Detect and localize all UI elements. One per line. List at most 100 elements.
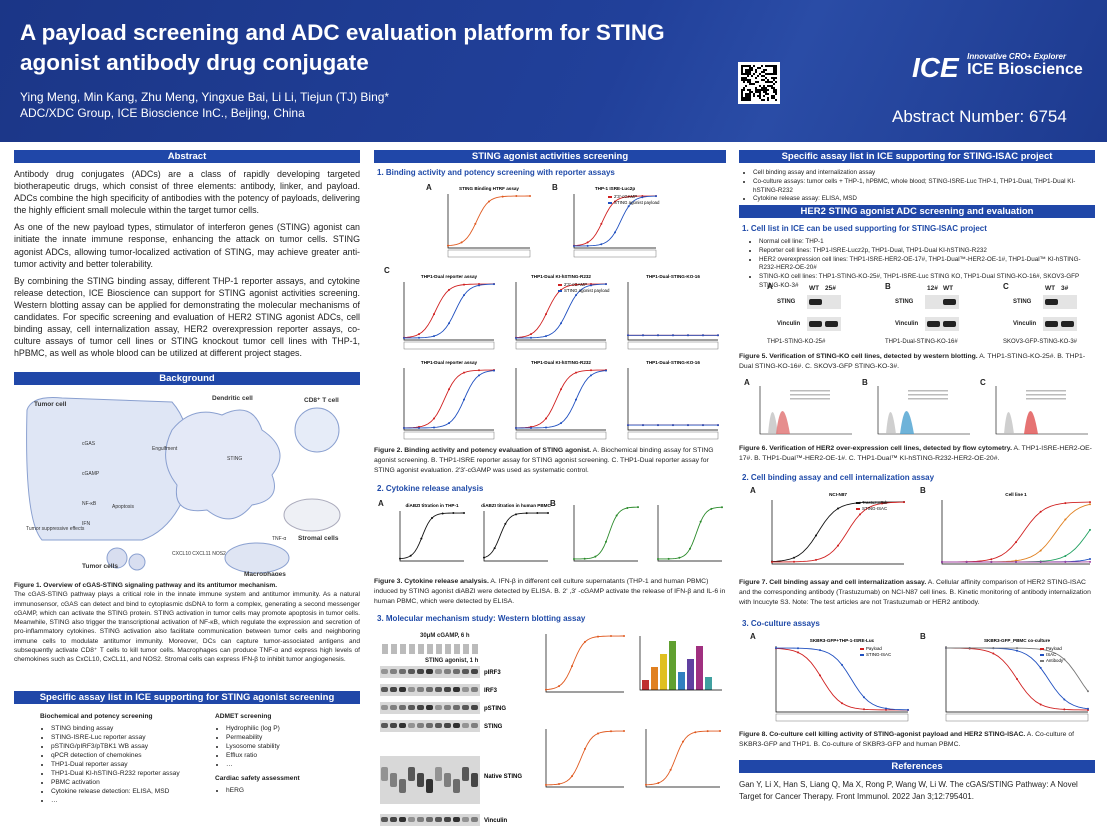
qr-cell <box>755 91 757 93</box>
point <box>771 561 773 563</box>
point <box>403 337 405 339</box>
qr-cell <box>771 95 773 97</box>
qr-cell <box>751 67 753 69</box>
caption-lead: Figure 6. Verification of HER2 over-expr… <box>739 445 1012 452</box>
point <box>442 513 444 515</box>
legend-label: Trastuzumab <box>862 500 888 505</box>
qr-cell <box>761 75 763 77</box>
histogram <box>900 411 914 434</box>
band <box>390 773 397 787</box>
band-label: pIRF3 <box>484 670 501 676</box>
band <box>471 723 478 728</box>
band <box>426 817 433 822</box>
stromal-shape <box>284 499 340 531</box>
list: Hydrophilic (log P)PermeabilityLysosome … <box>215 724 355 769</box>
band <box>417 687 424 692</box>
qr-cell <box>759 93 761 95</box>
curve <box>646 731 720 785</box>
paragraph: As one of the new payload types, stimula… <box>14 221 360 269</box>
point <box>545 335 547 337</box>
logo-mark: ICE <box>912 52 959 83</box>
plot: diABZI titration in THP-1 <box>386 501 468 571</box>
list-item: Reporter cell lines: THP1-ISRE-Lucz2p, T… <box>759 247 1093 256</box>
qr-cell <box>765 65 767 67</box>
qr-cell <box>757 95 759 97</box>
qr-cell <box>741 69 743 71</box>
plot-title: diABZI titration in human PBMC <box>481 503 551 508</box>
point <box>1040 667 1042 669</box>
point <box>885 707 887 709</box>
plot-title: SKBR3-GFP+THP-1-ISRE-Luc <box>810 638 875 643</box>
dendritic-cell-shape <box>166 410 280 519</box>
qr-cell <box>749 71 751 73</box>
curve <box>516 370 606 428</box>
point <box>463 399 465 401</box>
point <box>448 422 450 424</box>
qr-cell <box>765 73 767 75</box>
point <box>1063 708 1065 710</box>
row-label: Vinculin <box>895 321 918 327</box>
abstract-text: Antibody drug conjugates (ADCs) are a cl… <box>14 168 360 364</box>
point <box>1064 519 1066 521</box>
axis <box>646 729 720 787</box>
qr-cell <box>741 77 743 79</box>
point <box>575 294 577 296</box>
tumor-cell-shape <box>27 398 190 541</box>
band <box>809 299 822 305</box>
band <box>381 723 388 728</box>
legend-swatch <box>856 508 860 510</box>
qr-cell <box>763 99 765 101</box>
band <box>809 321 822 327</box>
qr-cell <box>755 87 757 89</box>
point <box>907 709 909 711</box>
qr-cell <box>761 79 763 81</box>
lane-label: WT <box>943 285 953 292</box>
band <box>435 817 442 822</box>
band <box>390 687 397 692</box>
bar-decoration <box>642 680 649 690</box>
curve <box>516 371 606 428</box>
qr-cell <box>771 87 773 89</box>
qr-cell <box>765 91 767 93</box>
subheading: 2. Cytokine release analysis <box>377 484 483 493</box>
point <box>966 561 968 563</box>
point <box>941 561 943 563</box>
lane-label-tick <box>463 644 469 654</box>
qr-cell <box>753 93 755 95</box>
point <box>642 334 644 336</box>
point <box>721 506 723 508</box>
qr-cell <box>747 97 749 99</box>
band <box>943 321 956 327</box>
plot-title: THP1-Dual KI-hSTING-R232 <box>531 274 591 279</box>
row-label: Vinculin <box>1013 321 1036 327</box>
point <box>418 427 420 429</box>
histogram <box>1004 412 1014 434</box>
axis <box>404 368 494 430</box>
band-label: Vinculin <box>484 818 508 824</box>
qr-cell <box>741 73 743 75</box>
qr-cell <box>775 99 777 101</box>
title: A payload screening and ADC evaluation p… <box>20 18 740 78</box>
list-item: qPCR detection of chemokines <box>51 751 210 760</box>
point <box>623 730 625 732</box>
blot-row <box>807 295 841 309</box>
header: A payload screening and ADC evaluation p… <box>0 0 1107 142</box>
figure-label: Dendritic cell <box>212 395 253 402</box>
axis <box>484 511 548 561</box>
point <box>819 674 821 676</box>
figure-caption: Figure 3. Cytokine release analysis. A. … <box>374 577 726 606</box>
point <box>610 635 612 637</box>
qr-cell <box>751 83 753 85</box>
point <box>623 635 625 637</box>
qr-cell <box>749 65 751 67</box>
caption-lead: Figure 8. Co-culture cell killing activi… <box>739 731 1025 738</box>
qr-cell <box>773 97 775 99</box>
qr-cell <box>749 69 751 71</box>
point <box>657 424 659 426</box>
point <box>859 513 861 515</box>
qr-cell <box>769 65 771 67</box>
band <box>426 723 433 728</box>
point <box>545 418 547 420</box>
qr-cell <box>763 79 765 81</box>
band <box>408 767 415 781</box>
